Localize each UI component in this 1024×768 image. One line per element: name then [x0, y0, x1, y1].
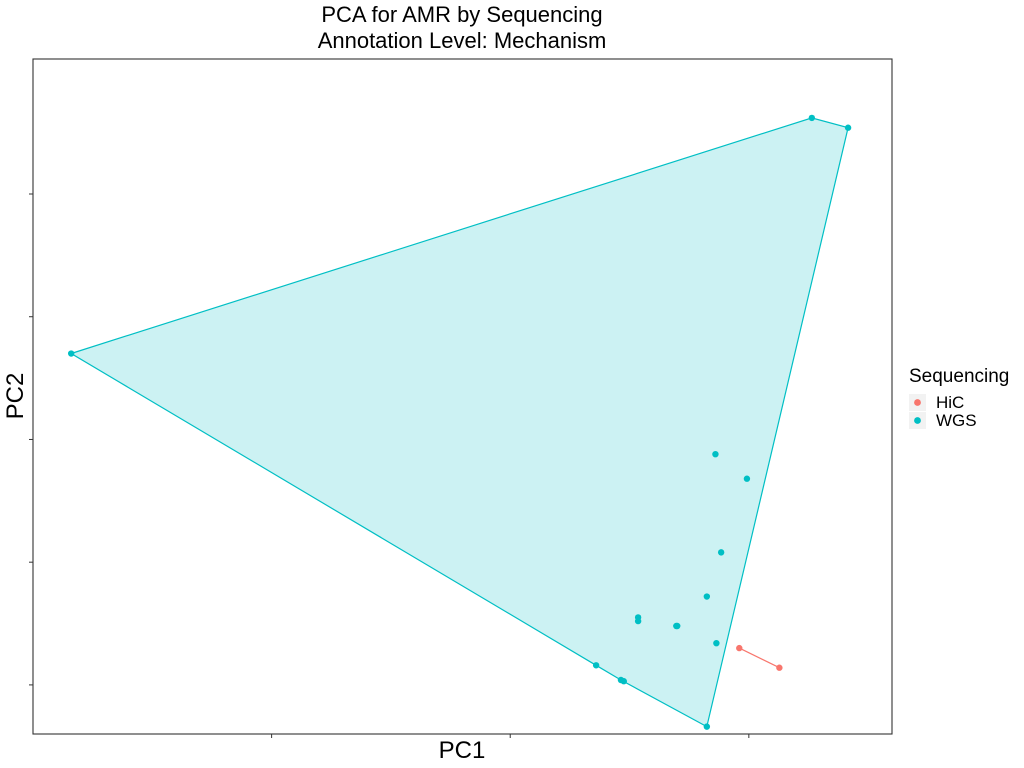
point-wgs-6 [703, 593, 711, 600]
x-axis-ticks [271, 734, 750, 738]
point-wgs-0 [808, 114, 816, 122]
point-wgs-11 [713, 639, 720, 647]
legend-title: Sequencing [909, 366, 1009, 387]
y-axis-ticks [29, 193, 33, 686]
legend-label-hic: HiC [936, 393, 964, 412]
point-wgs-5 [717, 549, 725, 556]
point-wgs-4 [743, 475, 751, 482]
point-wgs-2 [67, 350, 75, 357]
chart-title-line-1: PCA for AMR by Sequencing [321, 2, 602, 27]
point-wgs-14 [620, 678, 628, 685]
point-hic-0 [736, 644, 743, 652]
point-wgs-8 [634, 617, 642, 625]
point-wgs-3 [712, 450, 719, 458]
hull-wgs [69, 117, 849, 728]
x-axis-label: PC1 [439, 737, 486, 764]
point-hic-1 [776, 664, 783, 671]
legend-key-wgs [914, 417, 921, 424]
plot-panel-border [32, 58, 893, 735]
hull-hic [739, 647, 780, 669]
convex-hulls [69, 117, 849, 728]
legend-key-hic [914, 399, 921, 406]
y-axis-label: PC2 [2, 373, 29, 420]
point-wgs-1 [844, 124, 852, 131]
data-points [67, 114, 852, 730]
point-wgs-10 [673, 622, 680, 630]
point-wgs-12 [592, 662, 600, 669]
chart-title-line-2: Annotation Level: Mechanism [318, 28, 607, 53]
legend-label-wgs: WGS [936, 411, 977, 430]
point-wgs-15 [703, 723, 711, 730]
chart-title: PCA for AMR by Sequencing Annotation Lev… [318, 2, 607, 53]
